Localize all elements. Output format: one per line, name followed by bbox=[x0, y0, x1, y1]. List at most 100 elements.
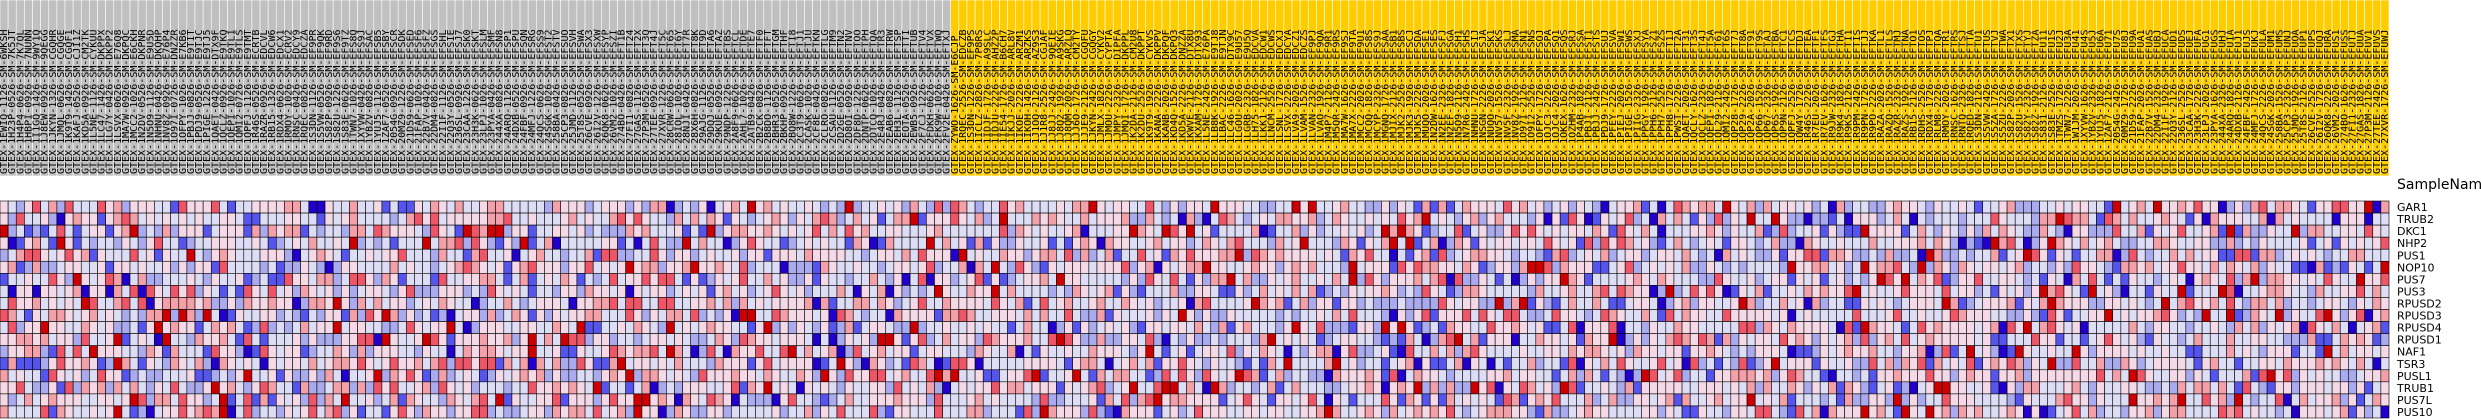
heatmap-cell bbox=[72, 309, 82, 322]
heatmap-cell bbox=[2144, 212, 2154, 226]
heatmap-cell bbox=[1543, 369, 1553, 383]
heatmap-cell bbox=[1332, 357, 1342, 371]
heatmap-cell bbox=[2356, 309, 2365, 322]
heatmap-cell bbox=[560, 273, 570, 286]
column-label: GTEX-1W1JM-2026-SM-EFU41 bbox=[2071, 30, 2082, 175]
heatmap-cell bbox=[1722, 224, 1732, 238]
heatmap-cell bbox=[1494, 309, 1504, 322]
heatmap-cell bbox=[162, 236, 171, 250]
heatmap-cell bbox=[2136, 248, 2146, 262]
heatmap-cell bbox=[690, 321, 700, 334]
heatmap-cell bbox=[178, 345, 188, 359]
heatmap-cell bbox=[844, 212, 854, 226]
heatmap-cell bbox=[771, 321, 781, 334]
heatmap-cell bbox=[1072, 369, 1082, 383]
heatmap-cell bbox=[1031, 248, 1041, 262]
heatmap-cell bbox=[2185, 236, 2195, 250]
heatmap-cell bbox=[2364, 236, 2374, 250]
heatmap-cell bbox=[1372, 260, 1382, 274]
heatmap-cell bbox=[1941, 345, 1951, 359]
heatmap-cell bbox=[2120, 309, 2130, 322]
heatmap-cell bbox=[1941, 357, 1951, 371]
heatmap-cell bbox=[1291, 224, 1301, 238]
heatmap-cell bbox=[2104, 260, 2114, 274]
column-label: GTEX-1RMOY-2026-SM-EFTR1 bbox=[1941, 29, 1952, 174]
heatmap-cell bbox=[991, 260, 1000, 274]
heatmap-cell bbox=[2323, 333, 2333, 346]
heatmap-cell bbox=[365, 333, 375, 346]
heatmap-cell bbox=[1917, 333, 1927, 346]
heatmap-cell bbox=[1584, 297, 1593, 310]
heatmap-cell bbox=[7, 236, 17, 250]
heatmap-cell bbox=[2153, 248, 2162, 262]
heatmap-cell bbox=[2348, 273, 2357, 286]
heatmap-cell bbox=[389, 248, 399, 262]
heatmap-cell bbox=[633, 321, 643, 334]
heatmap-cell bbox=[219, 285, 228, 298]
heatmap-cell bbox=[1681, 357, 1691, 371]
heatmap-cell bbox=[1893, 345, 1902, 359]
column-label: GTEX-1LSNL-1726-SM-EDCXJ bbox=[1275, 30, 1286, 175]
heatmap-cell bbox=[219, 297, 228, 310]
heatmap-cell bbox=[1738, 236, 1748, 250]
heatmap-cell bbox=[1925, 273, 1935, 286]
heatmap-cell bbox=[1860, 357, 1870, 371]
heatmap-cell bbox=[2063, 224, 2073, 238]
heatmap-cell bbox=[1007, 248, 1017, 262]
column-label: GTEX-1S82P-0926-SM-EF9RD bbox=[324, 30, 335, 175]
heatmap-cell bbox=[1234, 357, 1244, 371]
heatmap-cell bbox=[1925, 297, 1935, 310]
heatmap-cell bbox=[1535, 212, 1545, 226]
heatmap-cell bbox=[2250, 297, 2260, 310]
heatmap-cell bbox=[1722, 333, 1732, 346]
heatmap-cell bbox=[844, 273, 854, 286]
heatmap-cell bbox=[430, 345, 440, 359]
heatmap-cell bbox=[405, 309, 415, 322]
heatmap-cell bbox=[1031, 357, 1041, 371]
heatmap-cell bbox=[40, 200, 50, 214]
heatmap-cell bbox=[1868, 212, 1878, 226]
heatmap-cell bbox=[828, 369, 838, 383]
heatmap-cell bbox=[1527, 357, 1537, 371]
heatmap-cell bbox=[0, 273, 9, 286]
heatmap-cell bbox=[2193, 285, 2203, 298]
heatmap-cell bbox=[747, 224, 757, 238]
heatmap-cell bbox=[958, 357, 968, 371]
heatmap-cell bbox=[714, 321, 724, 334]
heatmap-cell bbox=[1291, 369, 1301, 383]
heatmap-cell bbox=[1998, 321, 2008, 334]
heatmap-cell bbox=[170, 285, 180, 298]
heatmap-cell bbox=[210, 224, 220, 238]
heatmap-cell bbox=[40, 248, 50, 262]
heatmap-cell bbox=[739, 369, 748, 383]
heatmap-cell bbox=[869, 224, 878, 238]
heatmap-cell bbox=[2104, 369, 2114, 383]
heatmap-cell bbox=[519, 248, 529, 262]
heatmap-cell bbox=[1064, 333, 1073, 346]
heatmap-cell bbox=[787, 309, 797, 322]
heatmap-cell bbox=[592, 248, 602, 262]
heatmap-cell bbox=[251, 236, 261, 250]
heatmap-cell bbox=[2218, 236, 2227, 250]
heatmap-cell bbox=[2331, 333, 2341, 346]
heatmap-cell bbox=[1933, 297, 1943, 310]
heatmap-cell bbox=[422, 212, 431, 226]
heatmap-cell bbox=[1958, 260, 1967, 274]
column-label: GTEX-22DM4-0826-SM-EFSGS bbox=[430, 30, 441, 174]
column-label: GTEX-26CVE-0926-SM-EFSX3 bbox=[584, 30, 595, 175]
heatmap-cell bbox=[210, 236, 220, 250]
heatmap-cell bbox=[1202, 273, 1212, 286]
heatmap-cell bbox=[446, 321, 456, 334]
heatmap-cell bbox=[2031, 273, 2040, 286]
heatmap-cell bbox=[544, 224, 553, 238]
heatmap-cell bbox=[324, 309, 334, 322]
heatmap-cell bbox=[32, 345, 41, 359]
heatmap-cell bbox=[2039, 285, 2049, 298]
heatmap-cell bbox=[2258, 309, 2268, 322]
heatmap-cell bbox=[170, 357, 180, 371]
heatmap-cell bbox=[1161, 200, 1171, 214]
heatmap-cell bbox=[1998, 236, 2008, 250]
heatmap-cell bbox=[527, 333, 537, 346]
heatmap-cell bbox=[340, 369, 350, 383]
heatmap-cell bbox=[2177, 321, 2187, 334]
